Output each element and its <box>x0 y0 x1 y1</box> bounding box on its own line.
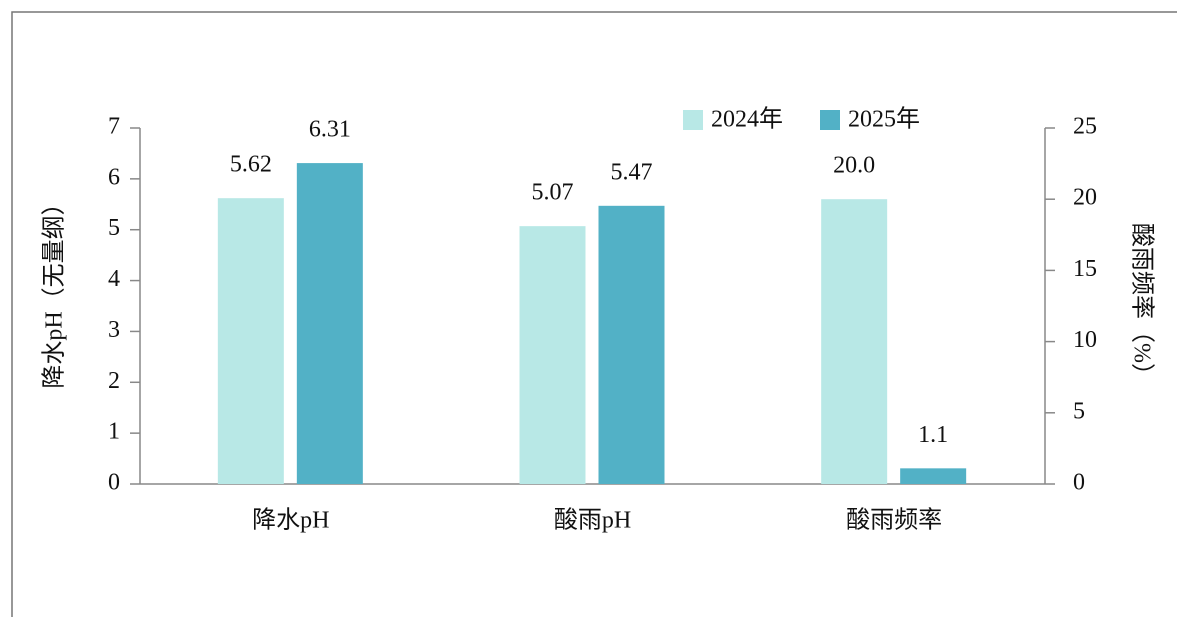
y-tick-label: 5 <box>108 215 120 241</box>
y-tick-label: 7 <box>108 114 120 140</box>
legend-label: 2025年 <box>848 106 920 133</box>
data-label: 6.31 <box>309 117 351 143</box>
data-label: 5.62 <box>230 152 272 178</box>
data-label: 5.47 <box>611 159 653 185</box>
bar <box>519 226 586 484</box>
y-tick-label: 3 <box>108 317 120 343</box>
frame <box>11 11 1177 617</box>
y-tick-label: 0 <box>108 470 120 496</box>
x-tick-label: 酸雨频率 <box>846 507 942 534</box>
y2-tick-label: 5 <box>1073 398 1085 424</box>
data-label: 1.1 <box>918 422 948 448</box>
x-tick-label: 酸雨pH <box>554 507 631 534</box>
bar <box>217 198 284 484</box>
y2-tick-label: 10 <box>1073 327 1097 353</box>
legend-label: 2024年 <box>711 106 783 133</box>
bar <box>900 468 967 484</box>
x-tick-label: 降水pH <box>252 507 329 534</box>
y2-tick-label: 20 <box>1073 185 1097 211</box>
y-tick-label: 1 <box>108 419 120 445</box>
y2-tick-label: 25 <box>1073 114 1097 140</box>
y-tick-label: 6 <box>108 164 120 190</box>
bar <box>296 163 363 484</box>
data-label: 5.07 <box>532 180 574 206</box>
y-tick-label: 2 <box>108 368 120 394</box>
y-tick-label: 4 <box>108 266 120 292</box>
y2-tick-label: 0 <box>1073 470 1085 496</box>
legend-swatch <box>820 110 840 130</box>
bar <box>821 199 888 484</box>
y2-tick-label: 15 <box>1073 256 1097 282</box>
bar <box>598 205 665 484</box>
y2-axis-label: 酸雨频率（%） <box>1128 223 1155 387</box>
y-axis-label: 降水pH（无量纲） <box>41 191 68 388</box>
legend-swatch <box>683 110 703 130</box>
data-label: 20.0 <box>833 153 875 179</box>
